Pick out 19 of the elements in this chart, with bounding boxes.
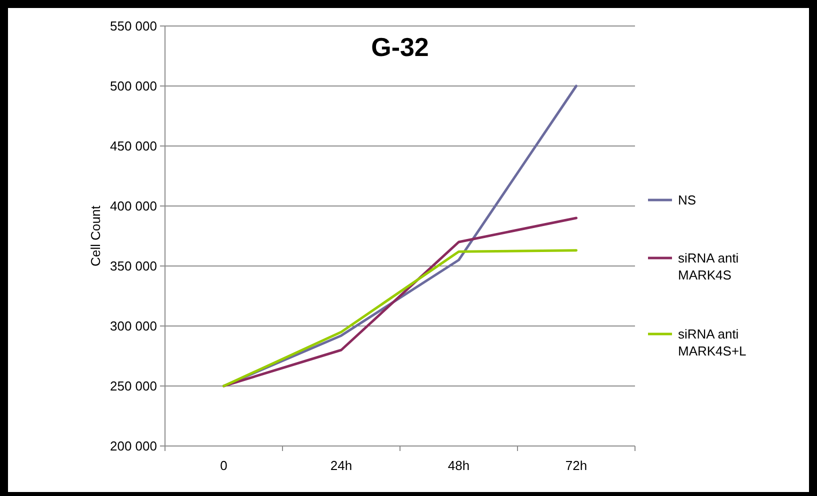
legend-label: siRNA anti MARK4S xyxy=(678,250,739,282)
x-tick-label: 48h xyxy=(448,458,470,473)
line-series xyxy=(222,216,578,388)
y-axis-title: Cell Count xyxy=(88,205,103,266)
legend-label: NS xyxy=(678,192,696,208)
y-tick-label: 550 000 xyxy=(110,18,157,34)
y-tick-label: 450 000 xyxy=(110,138,157,154)
line-series xyxy=(222,249,578,388)
y-tick-label: 500 000 xyxy=(110,78,157,94)
y-tick-label: 300 000 xyxy=(110,318,157,334)
y-tick-label: 200 000 xyxy=(110,438,157,454)
x-tick-label: 24h xyxy=(330,458,352,473)
y-tick-label: 400 000 xyxy=(110,198,157,214)
y-tick-label: 350 000 xyxy=(110,258,157,274)
y-tick-label: 250 000 xyxy=(110,378,157,394)
legend-label: siRNA anti MARK4S+L xyxy=(678,326,746,358)
x-tick-label: 0 xyxy=(220,458,228,473)
chart-title: G-32 xyxy=(371,32,429,62)
x-tick-label: 72h xyxy=(565,458,588,473)
